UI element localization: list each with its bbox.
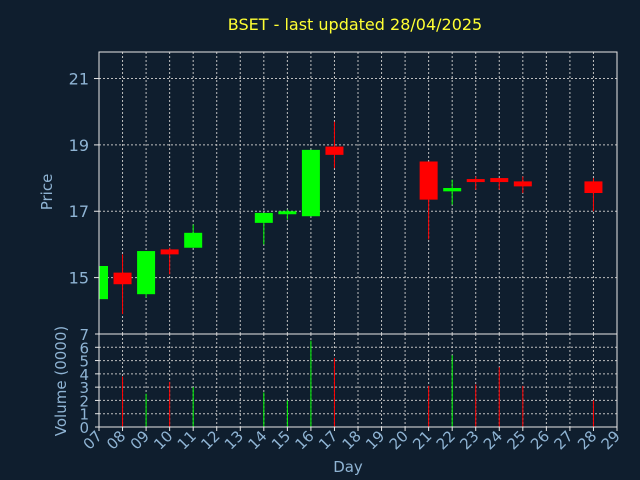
volume-tick-label: 3 (79, 379, 89, 397)
candle-body (184, 232, 203, 248)
candle-body (443, 188, 462, 192)
volume-tick-label: 0 (79, 419, 89, 437)
candle-body (325, 146, 344, 155)
candle-body (466, 179, 485, 183)
candle-body (490, 178, 509, 183)
price-tick-label: 15 (69, 269, 89, 288)
price-tick-label: 21 (69, 70, 89, 89)
volume-tick-label: 6 (79, 339, 89, 357)
candle-body (99, 265, 108, 300)
candle-body (513, 181, 532, 187)
price-panel: 15 17 19 21 (69, 51, 618, 335)
candle-body (278, 211, 297, 215)
candle-body (113, 272, 132, 285)
volume-tick-label: 2 (79, 392, 89, 410)
candle-body (137, 251, 156, 295)
volume-tick-label: 5 (79, 353, 89, 371)
candle-body (254, 212, 273, 223)
x-axis-ticks: 0708091011121314151617181920212223242526… (80, 427, 624, 453)
volume-tick-label: 7 (79, 326, 89, 344)
candle-body (419, 161, 438, 200)
volume-tick-label: 4 (79, 366, 89, 384)
price-tick-label: 19 (69, 136, 89, 155)
volume-axis-title: Volume (0000) (52, 326, 70, 436)
x-axis-title: Day (333, 458, 363, 476)
candle-body (301, 149, 320, 217)
chart-title: BSET - last updated 28/04/2025 (228, 15, 482, 34)
candle-body (160, 249, 179, 255)
volume-tick-label: 1 (79, 406, 89, 424)
price-tick-label: 17 (69, 202, 89, 221)
price-axis-title: Price (38, 174, 56, 211)
candles-group (99, 121, 603, 315)
candle-body (584, 181, 603, 193)
